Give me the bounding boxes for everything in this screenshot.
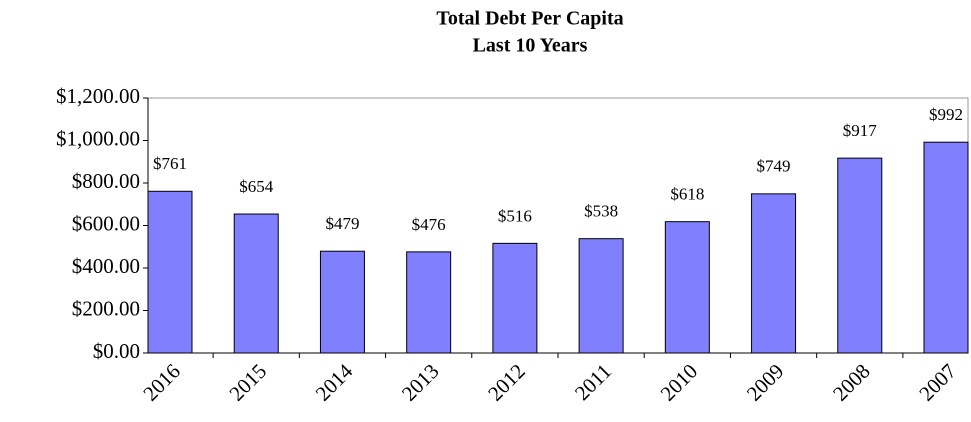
x-tick-label: 2015 xyxy=(224,359,271,406)
value-label: $479 xyxy=(325,214,359,233)
chart-title: Total Debt Per Capita xyxy=(436,8,623,30)
bar xyxy=(578,238,624,354)
value-label: $538 xyxy=(584,202,618,221)
y-tick-label: $1,000.00 xyxy=(56,126,140,150)
bar xyxy=(147,190,193,354)
value-label: $917 xyxy=(843,121,878,140)
x-tick-label: 2011 xyxy=(570,359,616,405)
x-tick-label: 2013 xyxy=(397,359,444,406)
x-tick-label: 2008 xyxy=(828,359,875,406)
x-tick-label: 2012 xyxy=(483,359,530,406)
y-tick-label: $200.00 xyxy=(72,296,140,320)
value-label: $992 xyxy=(929,105,963,124)
y-tick-label: $400.00 xyxy=(72,254,140,278)
y-tick-label: $1,200.00 xyxy=(56,84,140,108)
x-tick-label: 2014 xyxy=(311,359,358,406)
bar xyxy=(319,250,365,354)
value-label: $476 xyxy=(412,215,446,234)
bar xyxy=(406,251,452,354)
x-tick-label: 2010 xyxy=(656,359,703,406)
bar xyxy=(837,157,883,354)
bar xyxy=(751,193,797,354)
bar xyxy=(233,213,279,354)
x-tick-label: 2007 xyxy=(914,359,961,406)
y-tick-label: $800.00 xyxy=(72,169,140,193)
x-tick-label: 2016 xyxy=(138,359,185,406)
bar xyxy=(664,221,710,354)
value-label: $654 xyxy=(239,177,274,196)
x-tick-label: 2009 xyxy=(742,359,789,406)
value-label: $761 xyxy=(153,154,187,173)
value-label: $618 xyxy=(670,185,704,204)
value-label: $749 xyxy=(757,157,791,176)
y-tick-label: $0.00 xyxy=(93,339,140,363)
bar xyxy=(492,242,538,354)
bar xyxy=(923,141,969,354)
value-label: $516 xyxy=(498,206,532,225)
y-tick-label: $600.00 xyxy=(72,211,140,235)
chart-subtitle: Last 10 Years xyxy=(473,35,588,57)
